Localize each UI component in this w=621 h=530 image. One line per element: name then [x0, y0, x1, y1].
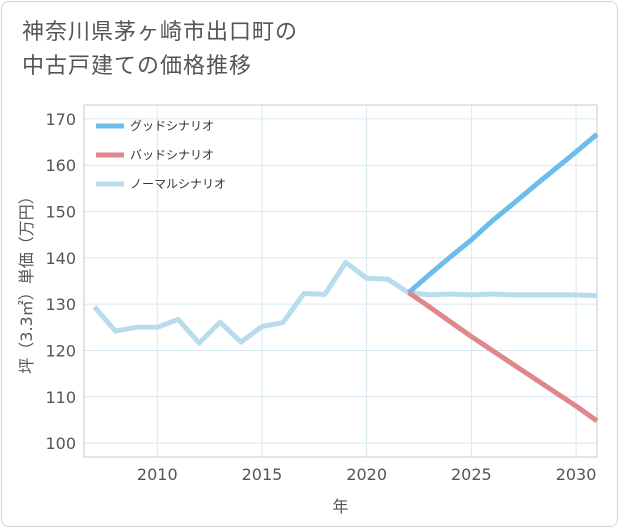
- chart-title-line-2: 中古戸建ての価格推移: [22, 54, 253, 79]
- y-tick-label: 120: [45, 341, 76, 360]
- series-lines: [92, 132, 599, 423]
- chart-title: 神奈川県茅ヶ崎市出口町の 中古戸建ての価格推移: [22, 16, 298, 84]
- x-tick-label: 2020: [346, 465, 387, 484]
- y-tick-label: 140: [45, 249, 76, 268]
- y-axis-title: 坪（3.3㎡）単価（万円）: [17, 188, 36, 373]
- series-line-2: [92, 260, 598, 346]
- grid: [84, 105, 597, 457]
- series-line-0: [406, 132, 599, 295]
- x-axis-title: 年: [332, 497, 348, 516]
- legend-label: バッドシナリオ: [130, 148, 214, 162]
- x-tick-label: 2010: [137, 465, 178, 484]
- legend-label: ノーマルシナリオ: [130, 177, 226, 191]
- plot-frame: [83, 104, 598, 458]
- legend-label: グッドシナリオ: [130, 119, 214, 133]
- chart-title-line-1: 神奈川県茅ヶ崎市出口町の: [22, 20, 299, 45]
- y-tick-label: 110: [45, 388, 76, 407]
- x-tick-label: 2025: [451, 465, 492, 484]
- series-line-1: [407, 290, 599, 423]
- tick-labels: 100 110 120 130 140 150 160 170 2010 2015 2020 2025…: [45, 110, 596, 484]
- y-tick-label: 130: [45, 295, 76, 314]
- x-tick-label: 2030: [556, 465, 597, 484]
- x-tick-label: 2015: [242, 465, 283, 484]
- y-tick-label: 150: [45, 203, 76, 222]
- y-tick-label: 160: [45, 156, 76, 175]
- y-tick-label: 100: [45, 434, 76, 453]
- y-tick-label: 170: [45, 110, 76, 129]
